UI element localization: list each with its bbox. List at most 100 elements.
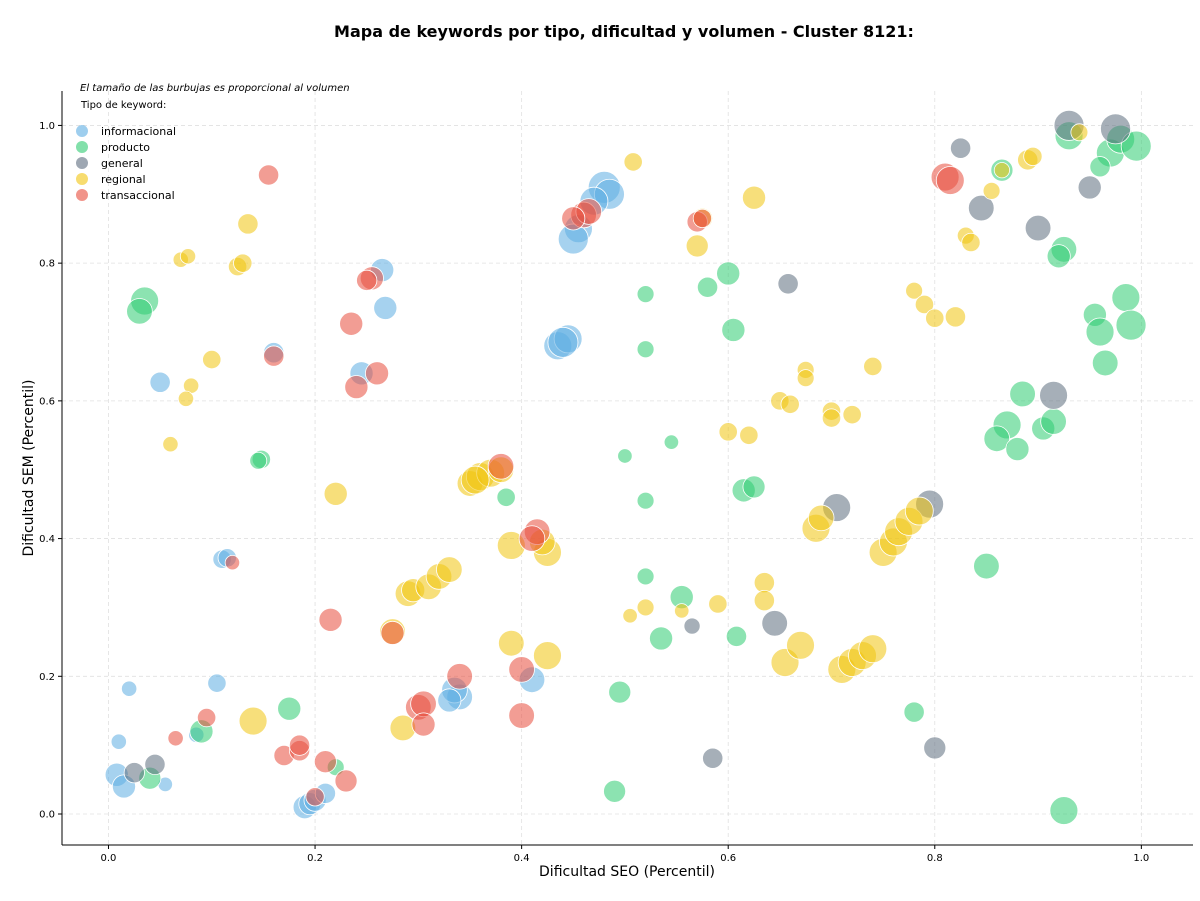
bubble-general: [923, 736, 947, 760]
bubble-regional: [1023, 146, 1043, 167]
bubble-transaccional: [692, 208, 712, 229]
bubble-producto: [1111, 283, 1141, 312]
series-general: [123, 109, 1131, 784]
bubble-informacional: [373, 295, 398, 320]
x-tick-label: 0.0: [101, 853, 117, 864]
bubble-regional: [498, 629, 525, 657]
bubble-transaccional: [508, 702, 535, 729]
chart-title: Mapa de keywords por tipo, dificultad y …: [334, 22, 914, 41]
bubble-regional: [233, 253, 253, 273]
bubble-regional: [786, 630, 815, 660]
legend-label-informacional: informacional: [101, 125, 176, 138]
bubble-transaccional: [446, 663, 473, 690]
legend-label-general: general: [101, 157, 143, 170]
bubble-producto: [277, 696, 302, 721]
bubble-producto: [696, 276, 719, 298]
grid: [62, 91, 1193, 845]
bubble-producto: [496, 487, 516, 507]
bubble-regional: [753, 589, 775, 612]
series-producto: [126, 121, 1152, 825]
bubble-regional: [622, 608, 638, 624]
bubble-producto: [725, 625, 748, 647]
bubble-regional: [982, 181, 1001, 200]
bubble-transaccional: [344, 375, 369, 400]
bubble-transaccional: [518, 525, 546, 552]
bubble-informacional: [207, 673, 227, 693]
y-tick-label: 1.0: [39, 121, 55, 132]
bubble-regional: [780, 394, 800, 414]
bubble-regional: [858, 634, 888, 664]
bubble-producto: [1085, 317, 1115, 347]
bubble-producto: [1120, 130, 1152, 162]
bubble-transaccional: [318, 607, 343, 632]
bubble-producto: [973, 552, 1000, 580]
x-tick-label: 0.2: [307, 853, 323, 864]
bubble-transaccional: [380, 620, 405, 645]
bubble-producto: [617, 448, 633, 464]
series-informacional: [104, 171, 625, 820]
x-tick-label: 0.4: [514, 853, 530, 864]
bubble-transaccional: [935, 166, 965, 195]
bubble-regional: [533, 641, 562, 671]
bubble-producto: [636, 340, 655, 359]
bubble-regional: [162, 436, 179, 453]
legend-marker-general: [76, 157, 88, 169]
bubble-regional: [914, 294, 935, 315]
x-tick-label: 0.6: [720, 853, 736, 864]
bubbles: [104, 109, 1152, 825]
bubble-regional: [202, 349, 222, 370]
series-transaccional: [167, 162, 965, 807]
bubble-regional: [807, 504, 835, 532]
bubble-general: [1039, 380, 1068, 410]
y-tick-label: 0.8: [39, 259, 55, 270]
legend-label-regional: regional: [101, 173, 146, 186]
bubble-regional: [177, 390, 195, 407]
bubble-regional: [944, 306, 967, 328]
bubble-producto: [721, 317, 746, 342]
bubble-regional: [753, 572, 775, 594]
bubble-producto: [1040, 408, 1067, 435]
bubble-regional: [685, 234, 709, 258]
bubble-regional: [179, 248, 197, 265]
y-tick-label: 0.6: [39, 396, 55, 407]
bubble-regional: [842, 405, 862, 425]
bubble-transaccional: [508, 656, 535, 683]
bubble-producto: [649, 626, 674, 651]
bubble-producto: [249, 451, 268, 470]
x-ticks: 0.0 0.2 0.4 0.6 0.8 1.0: [101, 845, 1149, 864]
bubble-transaccional: [356, 269, 378, 291]
y-axis-label: Dificultad SEM (Percentil): [21, 380, 37, 557]
legend-marker-transaccional: [76, 189, 88, 201]
bubble-general: [702, 747, 724, 769]
bubble-producto: [1009, 380, 1036, 408]
bubble-regional: [436, 556, 463, 583]
bubble-producto: [636, 491, 655, 510]
bubble-informacional: [437, 688, 462, 713]
x-tick-label: 1.0: [1133, 853, 1149, 864]
bubble-transaccional: [257, 164, 280, 186]
bubble-regional: [237, 213, 259, 235]
bubble-transaccional: [411, 712, 436, 737]
bubble-general: [1077, 175, 1102, 200]
bubble-producto: [1089, 156, 1111, 178]
bubble-regional: [739, 425, 759, 445]
bubble-transaccional: [305, 787, 325, 807]
legend-marker-regional: [76, 173, 88, 185]
legend-label-transaccional: transaccional: [101, 189, 175, 202]
x-tick-label: 0.8: [927, 853, 943, 864]
bubble-transaccional: [263, 345, 285, 367]
bubble-producto: [716, 261, 741, 286]
bubble-transaccional: [196, 707, 217, 728]
y-tick-label: 0.2: [39, 672, 55, 683]
bubble-general: [1100, 113, 1131, 145]
series-regional: [162, 123, 1089, 742]
bubble-regional: [674, 603, 690, 619]
bubble-producto: [636, 567, 655, 586]
legend-marker-producto: [76, 141, 88, 153]
bubble-producto: [1049, 796, 1079, 825]
bubble-regional: [238, 706, 268, 736]
bubble-informacional: [121, 680, 138, 697]
bubble-regional: [993, 162, 1011, 179]
